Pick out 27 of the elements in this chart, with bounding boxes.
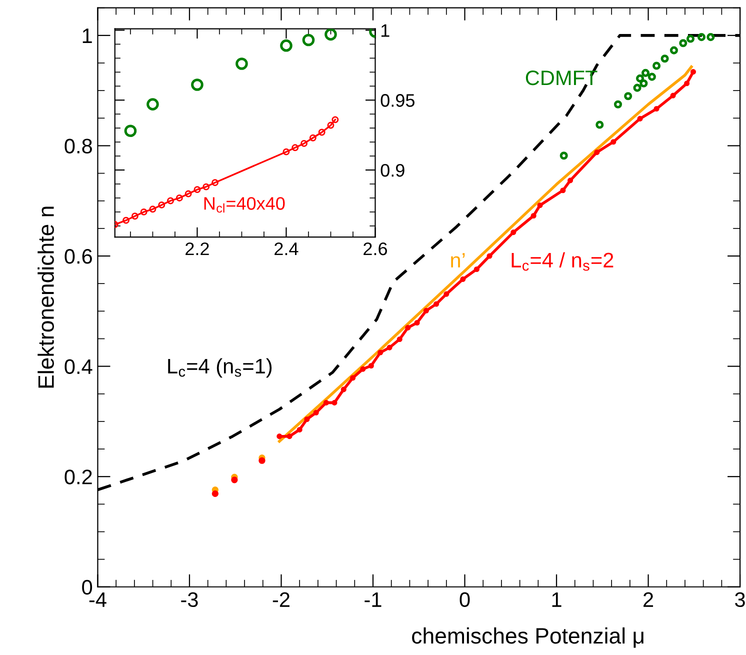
y-tick-label: 0.2 <box>64 470 92 484</box>
x-tick-label: 0 <box>460 592 470 608</box>
x-tick-label: -4 <box>89 592 106 607</box>
y2-tick-label: 1 <box>381 24 390 37</box>
x-tick-label: 1 <box>552 592 562 607</box>
x-axis-title: chemisches Potenzial μ <box>412 627 644 648</box>
y2-tick-label: 0.9 <box>380 164 404 177</box>
x-tick-label: 3 <box>735 592 745 608</box>
x-tick-label: 2.4 <box>274 242 298 256</box>
y-tick-label: 0.6 <box>64 249 92 264</box>
y2-tick-label: 0.95 <box>380 94 414 107</box>
y-tick-label: 0.4 <box>64 359 92 374</box>
series-label: L$_{c}$=4 (n$_{s}$=1) <box>168 358 272 378</box>
x-tick-label: -1 <box>364 592 382 607</box>
x-tick-label: 2.2 <box>186 242 209 256</box>
series-label: N$_{cl}$=40x40 <box>204 197 285 213</box>
x-tick-label: -3 <box>181 592 198 608</box>
y-tick-label: 1 <box>82 28 92 43</box>
x-tick-label: 2.6 <box>364 242 387 256</box>
series-label: L$_{c}$=4 / n$_{s}$=2 <box>512 252 614 271</box>
x-tick-label: 2 <box>644 592 654 607</box>
y-tick-label: 0.8 <box>64 138 92 154</box>
series-label: CDMFT <box>526 70 598 86</box>
x-tick-label: -2 <box>272 592 290 607</box>
y-axis-title: Elektronendichte n <box>38 206 54 388</box>
y-tick-label: 0 <box>82 580 92 595</box>
series-label: n’ <box>451 253 465 268</box>
